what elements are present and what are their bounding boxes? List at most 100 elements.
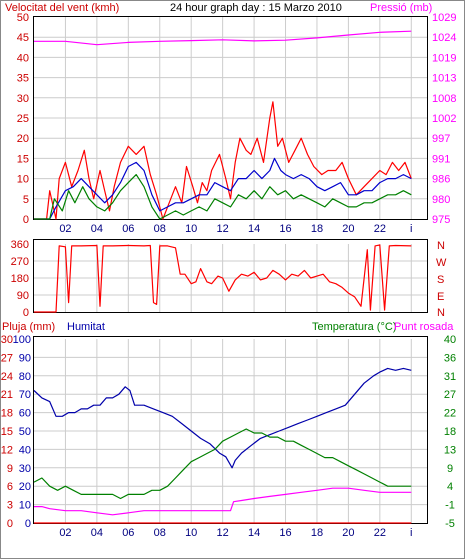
wind-y-tick-label: 5 (23, 194, 29, 206)
humidity-y-tick-label: 0 (25, 518, 31, 530)
direction-y-tick-label: 90 (17, 290, 29, 302)
rain-y-tick-label: 27 (1, 352, 13, 364)
temperature-y-tick-label: -5 (445, 518, 455, 530)
wind-x-tick-label: i (410, 223, 412, 235)
temperature-y-tick-label: 22 (444, 408, 456, 420)
humidity-x-tick-label: 14 (248, 527, 260, 539)
wind-minimum-line (34, 174, 412, 220)
dew-point-label: Punt rosada (394, 321, 454, 333)
pressure-line (34, 30, 412, 46)
rain-label: Pluja (mm) (2, 321, 55, 333)
temperature-y-tick-label: 13 (444, 444, 456, 456)
wind-y-tick-label: 30 (17, 93, 29, 105)
humidity-y-tick-label: 80 (19, 371, 31, 383)
direction-letter-w: W (436, 257, 447, 269)
rain-y-tick-label: 0 (7, 518, 13, 530)
wind-y-tick-label: 15 (17, 153, 29, 165)
wind-x-tick-label: 06 (122, 223, 134, 235)
temperature-y-tick-label: 36 (444, 352, 456, 364)
humidity-y-tick-label: 90 (19, 352, 31, 364)
pressure-y-tick-label: 1008 (432, 93, 456, 105)
wind-y-tick-label: 10 (17, 174, 29, 186)
rain-y-tick-label: 18 (1, 408, 13, 420)
wind-x-tick-label: 22 (374, 223, 386, 235)
wind-x-tick-label: 18 (311, 223, 323, 235)
humidity-y-tick-label: 50 (19, 426, 31, 438)
graph-date-title: 24 hour graph day : 15 Marzo 2010 (170, 2, 342, 14)
pressure-y-tick-label: 980 (432, 194, 450, 206)
humidity-y-tick-label: 70 (19, 389, 31, 401)
pressure-y-tick-label: 1002 (432, 113, 456, 125)
temperature-line (33, 428, 412, 500)
wind-y-tick-label: 40 (17, 52, 29, 64)
dew-point-line (34, 487, 412, 516)
pressure-y-tick-label: 1029 (432, 12, 456, 24)
direction-letter-n-top: N (437, 240, 445, 252)
humidity-line (33, 367, 412, 469)
temperature-y-tick-label: 4 (447, 481, 453, 493)
rain-y-tick-label: 24 (1, 371, 13, 383)
rain-y-tick-label: 12 (1, 444, 13, 456)
temperature-label: Temperatura (°C) (312, 321, 396, 333)
wind-x-tick-label: 14 (248, 223, 260, 235)
humidity-y-tick-label: 20 (19, 481, 31, 493)
wind-x-tick-label: 12 (217, 223, 229, 235)
humidity-y-tick-label: 10 (19, 500, 31, 512)
direction-letter-s: S (437, 274, 444, 286)
temperature-y-tick-label: 31 (444, 371, 456, 383)
wind-x-tick-label: 10 (185, 223, 197, 235)
pressure-y-tick-label: 986 (432, 174, 450, 186)
temperature-y-tick-label: -1 (445, 500, 455, 512)
wind-direction-line (34, 244, 412, 313)
humidity-x-tick-label: 12 (217, 527, 229, 539)
rain-y-tick-label: 9 (7, 463, 13, 475)
pressure-y-tick-label: 1013 (432, 73, 456, 85)
humidity-x-tick-label: 06 (122, 527, 134, 539)
humidity-x-tick-label: 16 (279, 527, 291, 539)
humidity-x-tick-label: 04 (91, 527, 103, 539)
humidity-x-tick-label: 10 (185, 527, 197, 539)
direction-y-tick-label: 180 (11, 273, 29, 285)
humidity-x-tick-label: 08 (154, 527, 166, 539)
wind-x-tick-label: 20 (342, 223, 354, 235)
rain-y-tick-label: 30 (1, 334, 13, 346)
rain-y-tick-label: 6 (7, 481, 13, 493)
wind-x-tick-label: 08 (154, 223, 166, 235)
wind-x-tick-label: 16 (279, 223, 291, 235)
chart-marks: 0510152025303540455097598098699199710021… (1, 12, 457, 539)
humidity-x-tick-label: 18 (311, 527, 323, 539)
pressure-y-tick-label: 1024 (432, 32, 456, 44)
wind-y-tick-label: 50 (17, 12, 29, 24)
rain-y-tick-label: 15 (1, 426, 13, 438)
temperature-y-tick-label: 18 (444, 426, 456, 438)
pressure-y-tick-label: 991 (432, 153, 450, 165)
temperature-y-tick-label: 27 (444, 389, 456, 401)
rain-y-tick-label: 21 (1, 389, 13, 401)
wind-y-tick-label: 35 (17, 73, 29, 85)
direction-letter-e: E (437, 291, 444, 303)
temperature-y-tick-label: 9 (447, 463, 453, 475)
wind-y-tick-label: 20 (17, 133, 29, 145)
wind-y-tick-label: 45 (17, 32, 29, 44)
humidity-y-tick-label: 60 (19, 408, 31, 420)
humidity-x-tick-label: i (410, 527, 412, 539)
wind-pressure-panel (33, 16, 428, 220)
wind-average-line (34, 157, 412, 220)
humidity-y-tick-label: 100 (13, 334, 31, 346)
humidity-x-tick-label: 20 (342, 527, 354, 539)
direction-letter-n-bottom: N (437, 307, 445, 319)
wind-x-tick-label: 04 (91, 223, 103, 235)
direction-y-tick-label: 360 (11, 239, 29, 251)
humidity-y-tick-label: 30 (19, 463, 31, 475)
wind-gust-line (34, 101, 412, 220)
wind-direction-panel (33, 239, 428, 313)
pressure-y-tick-label: 997 (432, 133, 450, 145)
humidity-y-tick-label: 40 (19, 444, 31, 456)
humidity-x-tick-label: 22 (374, 527, 386, 539)
wind-y-tick-label: 0 (23, 214, 29, 226)
humidity-x-tick-label: 02 (59, 527, 71, 539)
wind-y-tick-label: 25 (17, 113, 29, 125)
wind-speed-title: Velocitat del vent (kmh) (5, 2, 119, 14)
direction-y-tick-label: 0 (23, 307, 29, 319)
